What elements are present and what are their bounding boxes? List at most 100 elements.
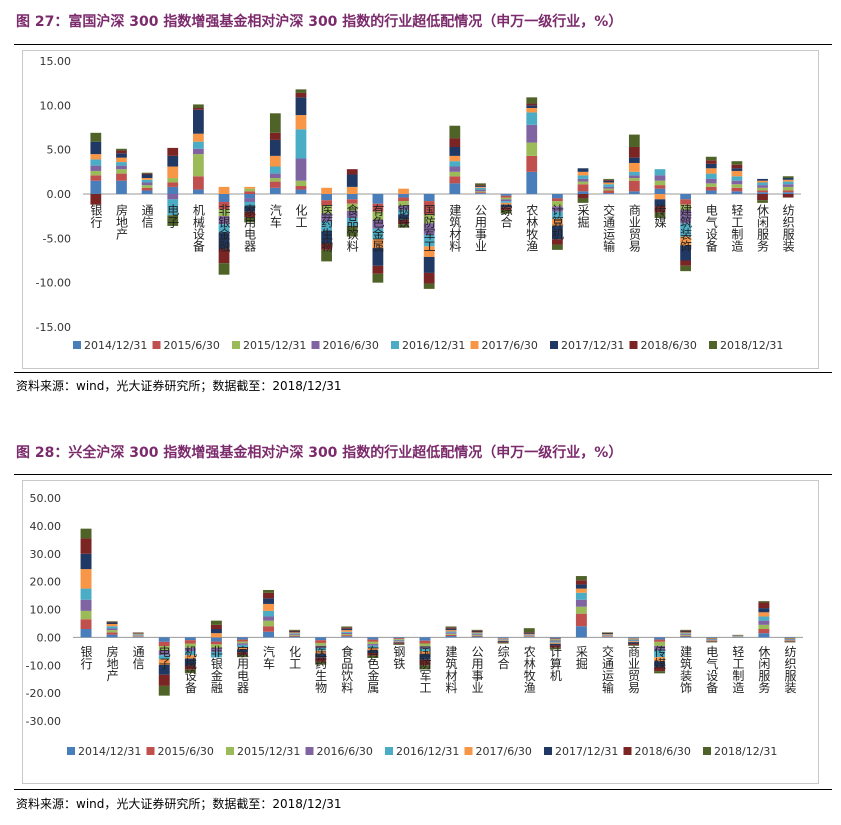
bar-segment	[628, 640, 640, 642]
bar-segment	[372, 239, 384, 249]
y-axis: 15.00 10.00 5.00 0.00 -5.00 -10.00 -15.00	[36, 55, 71, 334]
bar-segment	[210, 647, 222, 652]
bar-segment	[269, 113, 281, 133]
y-tick-label: 30.00	[30, 548, 62, 561]
bar-segment	[475, 186, 486, 187]
bar-segment	[475, 189, 486, 192]
bar-segment	[393, 637, 405, 639]
bar-segment	[372, 228, 384, 240]
bar-segment	[244, 201, 256, 207]
bar-segment	[782, 176, 794, 179]
bar-segment	[398, 209, 409, 215]
bar-segment	[210, 637, 222, 642]
legend-label: 2017/6/30	[482, 339, 538, 352]
bar-segment	[341, 631, 353, 633]
bar-segment	[423, 283, 435, 289]
bar-segment	[471, 633, 483, 635]
figure-28-top-rule	[14, 474, 832, 475]
bar-segment	[757, 190, 768, 193]
bar-segment	[367, 645, 379, 648]
bar-segment	[603, 182, 615, 185]
bar-segment	[244, 217, 256, 223]
bar-segment	[184, 669, 196, 674]
bar-segment	[680, 630, 692, 632]
bar-segment	[289, 632, 301, 634]
figure-28-source: 资料来源：wind，光大证券研究所；数据截至：2018/12/31	[16, 797, 342, 811]
bar-segment	[321, 194, 332, 201]
bar-segment	[445, 632, 457, 634]
legend-label: 2018/12/31	[720, 339, 783, 352]
bar-segment	[116, 153, 127, 158]
bar-segment	[471, 634, 483, 636]
bar-segment	[367, 644, 379, 646]
x-tick-label: 计算机	[550, 204, 564, 240]
bar-segment	[321, 243, 332, 250]
bar-segment	[757, 180, 768, 183]
bar-segment	[680, 634, 692, 636]
bar-segment	[372, 194, 384, 204]
bar-segment	[705, 168, 717, 174]
bar-segment	[757, 200, 768, 203]
bar-segment	[315, 642, 327, 646]
bar-segment	[315, 657, 327, 662]
bar-segment	[526, 105, 538, 108]
bar-segment	[295, 115, 307, 130]
bar-segment	[552, 211, 563, 219]
bar-segment	[654, 199, 666, 207]
bar-segment	[90, 180, 102, 194]
bar-segment	[758, 601, 770, 603]
bar-segment	[680, 265, 691, 272]
bar-segment	[423, 272, 435, 284]
bar-segment	[218, 233, 230, 249]
bar-segment	[398, 205, 409, 210]
y-tick-label: -15.00	[36, 321, 71, 334]
bar-segment	[577, 181, 589, 185]
bar-segment	[654, 646, 666, 651]
figure-28-chart: 50.00 40.00 30.00 20.00 10.00 0.00 -10.00 -20.0…	[26, 492, 803, 758]
bar-segment	[367, 652, 379, 656]
bar-segment	[346, 174, 358, 187]
bar-segment	[158, 641, 170, 647]
bar-segment	[603, 178, 615, 180]
bar-segment	[526, 103, 538, 106]
y-tick-label: 50.00	[30, 492, 62, 505]
bar-segment	[184, 651, 196, 656]
bar-segment	[757, 178, 768, 181]
bar-segment	[471, 634, 483, 635]
bar-segment	[141, 179, 153, 183]
bar-segment	[210, 641, 222, 645]
bar-segment	[132, 636, 144, 637]
bar-segment	[263, 626, 275, 632]
bar-segment	[269, 155, 281, 167]
bar-segment	[705, 173, 717, 179]
bar-segment	[236, 637, 248, 640]
bar-segment	[603, 184, 615, 187]
bar-segment	[782, 190, 794, 193]
bar-segment	[236, 644, 248, 648]
x-tick-label: 农林牧渔	[522, 645, 536, 693]
bar-segment	[167, 155, 179, 167]
x-tick-label: 医药生物	[314, 645, 328, 693]
bar-segment	[295, 89, 307, 93]
bar-segment	[184, 655, 196, 659]
x-tick-label: 化工	[288, 645, 302, 669]
bar-segment	[193, 189, 204, 194]
legend-label: 2015/12/31	[243, 339, 306, 352]
bars	[90, 89, 794, 289]
x-tick-label: 汽车	[268, 203, 282, 229]
bar-segment	[398, 219, 409, 225]
bar-segment	[497, 638, 509, 639]
figure-28-title: 图 28：兴全沪深 300 指数增强基金相对沪深 300 指数的行业超低配情况（…	[16, 445, 623, 461]
bar-segment	[210, 624, 222, 630]
x-tick-label: 商业贸易	[627, 644, 641, 694]
bar-segment	[132, 633, 144, 635]
bar-segment	[577, 194, 589, 199]
legend-label: 2016/12/31	[402, 339, 465, 352]
legend-swatch	[464, 747, 473, 755]
figure-27-chart-frame: 15.00 10.00 5.00 0.00 -5.00 -10.00 -15.00 银行 房地产…	[22, 50, 819, 369]
bar-segment	[601, 635, 613, 637]
bar-segment	[471, 632, 483, 634]
bar-segment	[423, 214, 435, 224]
bar-segment	[218, 216, 230, 225]
bar-segment	[90, 159, 102, 166]
